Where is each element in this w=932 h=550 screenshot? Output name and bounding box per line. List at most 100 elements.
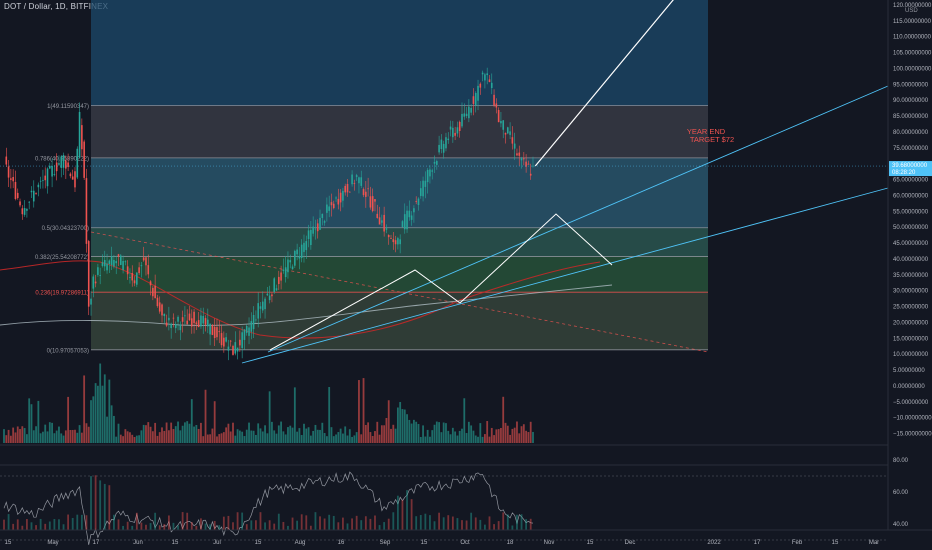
y-tick-label: 110.00000000 bbox=[893, 35, 932, 41]
candle-body bbox=[307, 230, 310, 239]
rsi-pane-bar bbox=[245, 524, 248, 530]
volume-bar bbox=[271, 421, 273, 443]
candle-body bbox=[266, 293, 269, 296]
volume-bar bbox=[419, 436, 422, 443]
x-tick-label: 15 bbox=[5, 540, 12, 546]
candle-body bbox=[479, 83, 482, 88]
candle-body bbox=[131, 273, 134, 281]
rsi-pane-bar bbox=[21, 525, 24, 530]
volume-bar bbox=[422, 425, 424, 443]
candle-body bbox=[278, 276, 280, 285]
rsi-pane-bar bbox=[195, 525, 198, 530]
candle-body bbox=[103, 260, 106, 267]
volume-bar bbox=[7, 429, 10, 443]
volume-bar bbox=[44, 424, 47, 443]
candle-body bbox=[371, 196, 374, 212]
candle-body bbox=[458, 121, 461, 131]
candle-body bbox=[168, 317, 170, 321]
rsi-pane-bar bbox=[488, 516, 491, 530]
candle-body bbox=[239, 339, 241, 346]
volume-bar bbox=[12, 427, 15, 443]
candle-body bbox=[195, 322, 198, 325]
volume-bar bbox=[126, 431, 129, 443]
volume-bar bbox=[280, 421, 282, 443]
volume-bar bbox=[282, 431, 285, 443]
volume-bars bbox=[3, 363, 534, 443]
volume-bar bbox=[497, 429, 500, 443]
rsi-pane-bar bbox=[415, 516, 418, 530]
volume-bar bbox=[401, 409, 404, 443]
candle-body bbox=[202, 316, 205, 324]
x-tick-label: Oct bbox=[460, 540, 470, 546]
candle-body bbox=[81, 125, 83, 150]
candle-body bbox=[67, 162, 69, 168]
candle-body bbox=[424, 180, 427, 187]
volume-bar bbox=[371, 435, 374, 443]
rsi-pane-bar bbox=[213, 520, 216, 530]
candle-body bbox=[30, 190, 33, 193]
rsi-pane-bar bbox=[181, 512, 184, 530]
candle-body bbox=[49, 165, 51, 169]
volume-bar bbox=[488, 436, 491, 443]
volume-bar bbox=[303, 423, 305, 443]
volume-bar bbox=[131, 434, 134, 443]
candle-body bbox=[417, 198, 420, 206]
volume-bar bbox=[268, 391, 271, 443]
candle-body bbox=[314, 228, 317, 230]
candle-body bbox=[37, 184, 40, 188]
y-tick-label: 90.00000000 bbox=[893, 98, 929, 104]
candle-body bbox=[156, 297, 159, 307]
candle-body bbox=[136, 272, 138, 285]
rsi-pane-bar bbox=[314, 512, 317, 530]
candle-body bbox=[154, 285, 156, 299]
candle-body bbox=[509, 131, 511, 135]
candle-body bbox=[177, 316, 179, 322]
volume-bar bbox=[447, 430, 450, 443]
candle-body bbox=[252, 314, 255, 330]
rsi-pane-bar bbox=[94, 475, 97, 530]
rsi-pane-bar bbox=[364, 516, 367, 530]
candle-body bbox=[500, 121, 502, 124]
rsi-pane-bar bbox=[62, 524, 65, 530]
candle-body bbox=[16, 192, 19, 199]
volume-bar bbox=[64, 430, 67, 443]
rsi-pane-bar bbox=[351, 518, 353, 530]
candle-body bbox=[300, 244, 303, 259]
volume-bar bbox=[522, 424, 525, 443]
y-tick-label: 120.00000000 bbox=[893, 3, 932, 9]
rsi-pane-bar bbox=[438, 512, 440, 530]
candle-body bbox=[129, 277, 131, 278]
volume-bar bbox=[154, 422, 157, 443]
volume-bar bbox=[277, 425, 280, 443]
volume-bar bbox=[477, 436, 479, 443]
volume-bar bbox=[35, 426, 37, 443]
candle-body bbox=[415, 201, 417, 202]
candle-body bbox=[179, 324, 182, 331]
rsi-pane-bar bbox=[177, 525, 179, 530]
volume-bar bbox=[142, 424, 145, 443]
volume-bar bbox=[323, 433, 326, 443]
volume-bar bbox=[234, 435, 237, 443]
volume-bar bbox=[376, 421, 379, 443]
candle-body bbox=[163, 313, 166, 317]
rsi-pane-bar bbox=[479, 519, 482, 530]
y-tick-label: 50.00000000 bbox=[893, 225, 929, 231]
candle-body bbox=[99, 275, 101, 276]
volume-bar bbox=[145, 425, 147, 443]
volume-bar bbox=[158, 432, 161, 443]
volume-bar bbox=[461, 428, 463, 443]
volume-bar bbox=[305, 428, 308, 443]
volume-bar bbox=[484, 434, 486, 443]
candle-body bbox=[69, 173, 72, 177]
volume-bar bbox=[209, 434, 211, 443]
rsi-pane-bar bbox=[232, 522, 234, 530]
rsi-pane-bar bbox=[131, 525, 134, 530]
volume-bar bbox=[325, 436, 328, 443]
rsi-pane-bar bbox=[461, 520, 463, 530]
volume-bar bbox=[67, 396, 70, 443]
candle-body bbox=[110, 256, 113, 266]
volume-bar bbox=[129, 432, 131, 443]
volume-bar bbox=[5, 435, 8, 443]
